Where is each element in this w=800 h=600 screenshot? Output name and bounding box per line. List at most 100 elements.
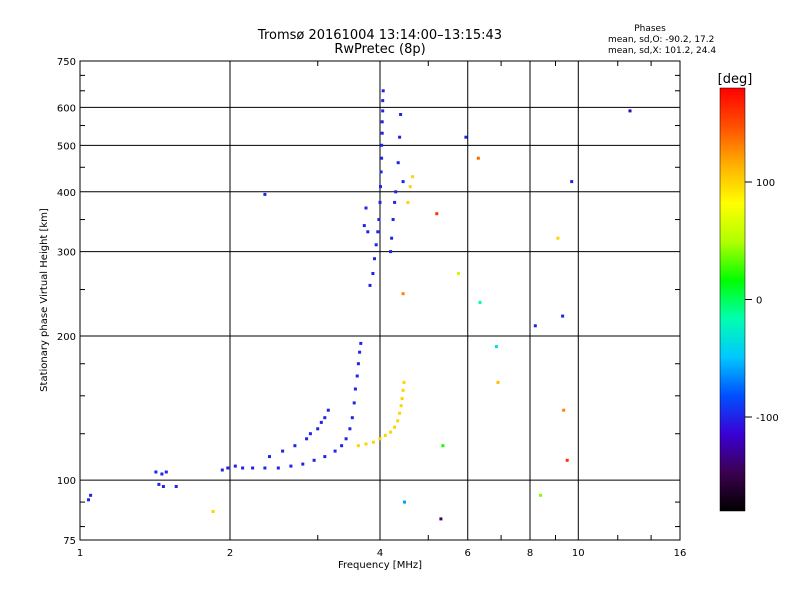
data-point xyxy=(89,493,93,497)
data-point xyxy=(378,200,382,204)
data-point xyxy=(380,131,384,135)
data-point xyxy=(263,466,267,470)
y-axis-label: Stationary phase Virtual Height [km] xyxy=(39,208,50,392)
data-point xyxy=(323,455,327,459)
phase-stats-x: mean, sd,X: 101.2, 24.4 xyxy=(608,46,716,56)
data-point xyxy=(281,449,285,453)
data-point xyxy=(161,485,165,488)
data-point xyxy=(366,230,370,234)
x-tick-label: 16 xyxy=(674,548,687,559)
data-point xyxy=(379,185,382,189)
data-point xyxy=(398,411,402,415)
data-point xyxy=(323,416,327,420)
data-point xyxy=(308,432,312,436)
data-point xyxy=(381,109,385,113)
data-point xyxy=(380,156,384,160)
x-tick-label: 1 xyxy=(77,548,83,559)
data-point xyxy=(154,470,158,474)
data-point xyxy=(441,444,445,448)
data-point xyxy=(340,444,344,448)
data-point xyxy=(301,462,305,466)
data-point xyxy=(393,425,397,429)
data-point xyxy=(393,200,397,204)
data-point xyxy=(570,180,574,184)
data-point xyxy=(380,120,384,124)
data-point xyxy=(220,468,224,472)
chart-title: Tromsø 20161004 13:14:00–13:15:43 xyxy=(257,28,502,43)
data-point xyxy=(371,272,375,275)
data-point xyxy=(403,500,406,504)
y-tick-label: 75 xyxy=(63,536,76,547)
data-point xyxy=(494,345,498,349)
colorbar-tick-label: 0 xyxy=(756,296,762,307)
colorbar-label: [deg] xyxy=(718,72,753,87)
data-point xyxy=(439,517,443,521)
grid-lines xyxy=(80,61,680,540)
data-point xyxy=(539,493,543,497)
x-tick-label: 10 xyxy=(572,548,585,559)
data-point xyxy=(390,236,394,240)
data-point xyxy=(344,437,348,441)
data-point xyxy=(389,430,393,434)
data-point xyxy=(316,427,320,431)
data-points xyxy=(87,89,632,521)
data-point xyxy=(293,444,297,448)
data-point xyxy=(226,466,230,470)
phase-stats-heading: Phases xyxy=(634,24,666,34)
data-point xyxy=(364,442,368,446)
data-point xyxy=(562,408,566,412)
data-point xyxy=(399,404,403,408)
data-point xyxy=(160,472,164,476)
y-tick-label: 400 xyxy=(57,188,76,199)
data-point xyxy=(406,200,410,204)
data-point xyxy=(353,387,357,391)
data-point xyxy=(358,350,362,354)
data-point xyxy=(355,374,359,378)
data-point xyxy=(394,190,398,194)
data-point xyxy=(373,257,376,261)
data-point xyxy=(411,175,415,179)
data-point xyxy=(348,427,352,431)
data-point xyxy=(391,218,395,221)
data-point xyxy=(174,485,178,488)
data-point xyxy=(389,250,393,254)
data-point xyxy=(496,380,500,384)
colorbar xyxy=(719,87,746,512)
y-tick-label: 300 xyxy=(57,248,76,259)
data-point xyxy=(251,466,255,470)
data-point xyxy=(362,224,366,228)
data-point xyxy=(157,482,161,486)
data-point xyxy=(352,401,356,405)
data-point xyxy=(396,419,400,423)
data-point xyxy=(457,272,460,275)
data-point xyxy=(380,143,384,147)
data-point xyxy=(399,113,403,116)
data-point xyxy=(374,243,378,247)
data-point xyxy=(350,416,354,420)
data-point xyxy=(379,170,383,174)
phase-stats-o: mean, sd,O: -90.2, 17.2 xyxy=(608,35,714,45)
data-point xyxy=(396,161,400,165)
data-point xyxy=(371,440,375,444)
colorbar-tick-label: 100 xyxy=(756,178,775,189)
data-point xyxy=(376,230,380,234)
data-point xyxy=(401,180,405,184)
data-point xyxy=(364,206,368,210)
x-tick-label: 4 xyxy=(377,548,383,559)
data-point xyxy=(319,420,323,424)
data-point xyxy=(263,192,267,196)
y-tick-label: 750 xyxy=(57,57,76,68)
data-point xyxy=(241,466,245,470)
data-point xyxy=(305,437,309,441)
data-point xyxy=(87,498,90,502)
colorbar-ticks: 100 0 -100 xyxy=(745,178,779,424)
y-tick-label: 200 xyxy=(57,332,76,343)
x-tick-label: 8 xyxy=(527,548,533,559)
data-point xyxy=(398,135,402,139)
y-tick-label: 500 xyxy=(57,141,76,152)
data-point xyxy=(356,444,360,448)
data-point xyxy=(435,212,439,216)
data-point xyxy=(533,324,537,328)
data-point xyxy=(561,314,565,318)
